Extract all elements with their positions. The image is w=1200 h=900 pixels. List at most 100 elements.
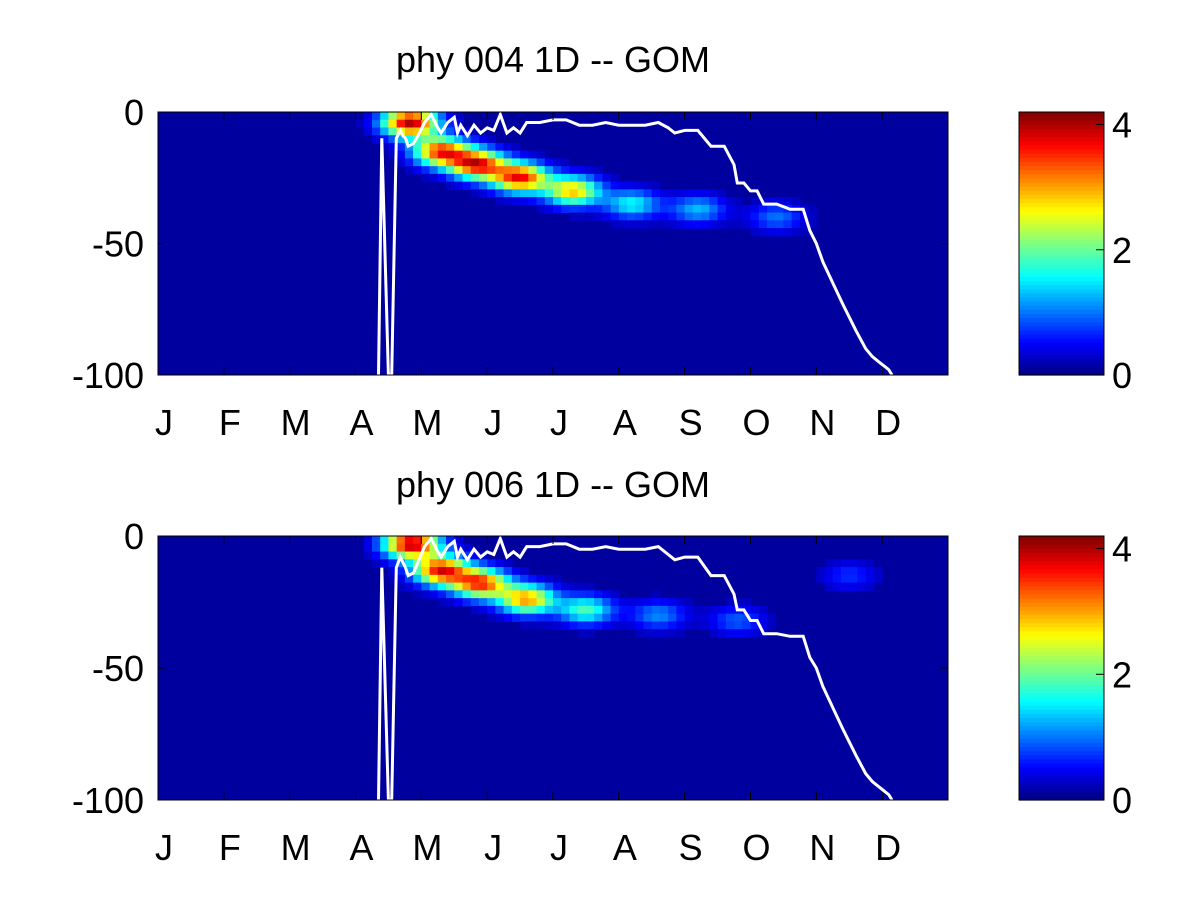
- heatmap-cell: [470, 590, 480, 599]
- heatmap-cell: [363, 551, 373, 560]
- heatmap-cell: [569, 590, 579, 599]
- heatmap-cell: [454, 158, 464, 167]
- colorbar-step: [1019, 684, 1104, 690]
- heatmap-cell: [750, 212, 760, 221]
- heatmap-cell: [602, 621, 612, 630]
- heatmap-cell: [758, 220, 768, 229]
- heatmap-cell: [478, 189, 488, 198]
- heatmap-cell: [503, 605, 513, 615]
- heatmap-cell: [544, 574, 554, 584]
- x-tick-label: N: [809, 402, 835, 443]
- heatmap-cell: [643, 605, 653, 615]
- colorbar-step: [1019, 655, 1104, 661]
- heatmap-cell: [380, 119, 390, 129]
- colorbar-step: [1019, 622, 1104, 628]
- heatmap-cell: [676, 204, 686, 214]
- colorbar-step: [1019, 120, 1104, 125]
- heatmap-cell: [651, 181, 661, 190]
- heatmap-cell: [791, 220, 801, 229]
- heatmap-cell: [734, 197, 743, 206]
- heatmap-cell: [413, 112, 422, 121]
- heatmap-cell: [528, 582, 538, 591]
- colorbar: 0 2 4: [1018, 105, 1132, 396]
- y-tick-label: -50: [92, 648, 144, 689]
- heatmap-cell: [380, 559, 390, 568]
- heatmap-cell: [873, 567, 883, 576]
- heatmap-cell: [553, 605, 562, 615]
- heatmap-cell: [462, 158, 472, 167]
- heatmap-cell: [511, 181, 521, 190]
- heatmap-cell: [561, 189, 571, 198]
- heatmap-cell: [849, 574, 859, 584]
- heatmap-cell: [651, 197, 661, 206]
- colorbar-step: [1019, 239, 1104, 245]
- colorbar-step: [1019, 581, 1104, 587]
- heatmap-cell: [503, 598, 513, 607]
- heatmap-cell: [462, 543, 472, 553]
- colorbar-step: [1019, 346, 1104, 351]
- heatmap-cell: [692, 621, 702, 630]
- heatmap-cell: [478, 590, 488, 599]
- heatmap-cell: [404, 127, 414, 136]
- heatmap-cell: [627, 212, 636, 221]
- heatmap-cell: [511, 158, 521, 167]
- heatmap-cell: [643, 181, 653, 190]
- heatmap-cell: [643, 189, 653, 198]
- heatmap-cell: [602, 173, 612, 183]
- heatmap-cell: [865, 582, 875, 591]
- heatmap-cell: [478, 173, 488, 183]
- heatmap-cell: [404, 567, 414, 576]
- heatmap-cell: [511, 613, 521, 623]
- colorbar-step: [1019, 153, 1104, 158]
- heatmap-cell: [437, 119, 447, 129]
- colorbar-step: [1019, 767, 1104, 772]
- heatmap-cell: [446, 181, 455, 190]
- heatmap-cell: [528, 621, 538, 630]
- heatmap-cell: [618, 181, 628, 190]
- heatmap-cell: [495, 150, 505, 160]
- heatmap-cell: [709, 621, 719, 630]
- heatmap-cell: [511, 590, 521, 599]
- heatmap-cell: [544, 613, 554, 623]
- heatmap-cell: [437, 112, 447, 121]
- heatmap-cell: [651, 204, 661, 214]
- heatmap-cell: [404, 112, 414, 121]
- heatmap-cell: [495, 173, 505, 183]
- heatmap-cell: [413, 567, 422, 576]
- heatmap-cell: [659, 621, 669, 630]
- heatmap-cell: [668, 598, 678, 607]
- heatmap-cell: [380, 142, 390, 152]
- heatmap-cell: [454, 536, 464, 545]
- heatmap-cell: [849, 559, 859, 568]
- colorbar-step: [1019, 231, 1104, 236]
- heatmap-cell: [470, 574, 480, 584]
- colorbar-step: [1019, 301, 1104, 306]
- heatmap-cell: [421, 135, 431, 144]
- heatmap-cell: [388, 543, 398, 553]
- colorbar-step: [1019, 157, 1104, 162]
- heatmap-cell: [734, 621, 743, 630]
- heatmap-cell: [495, 158, 505, 167]
- heatmap-cell: [659, 605, 669, 615]
- heatmap-cell: [487, 613, 496, 623]
- heatmap-cell: [462, 135, 472, 144]
- colorbar-step: [1019, 268, 1104, 273]
- heatmap-cell: [750, 204, 760, 214]
- heatmap-cell: [446, 158, 455, 167]
- heatmap-cell: [470, 166, 480, 175]
- heatmap-cell: [775, 228, 785, 237]
- heatmap-cell: [602, 181, 612, 190]
- colorbar-step: [1019, 758, 1104, 764]
- heatmap-cell: [618, 621, 628, 630]
- colorbar-step: [1019, 313, 1104, 319]
- heatmap-cell: [388, 574, 398, 584]
- heatmap-cell: [610, 621, 620, 630]
- heatmap-cell: [627, 197, 636, 206]
- heatmap-cell: [766, 228, 776, 237]
- colorbar-step: [1019, 305, 1104, 310]
- heatmap-field: [158, 112, 948, 375]
- heatmap-cell: [413, 142, 422, 152]
- heatmap-cell: [676, 220, 686, 229]
- heatmap-cell: [421, 166, 431, 175]
